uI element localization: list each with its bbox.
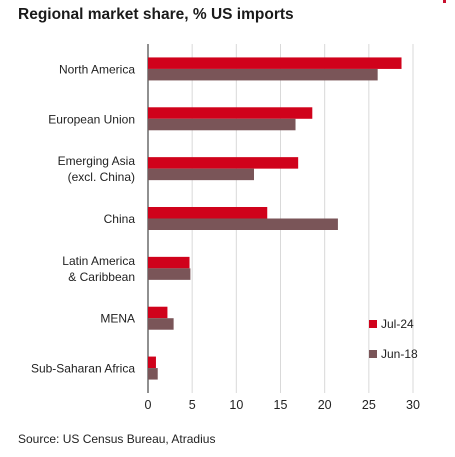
source-note: Source: US Census Bureau, Atradius <box>18 432 216 446</box>
bar-jul-24 <box>148 107 313 119</box>
x-tick-label: 5 <box>189 398 196 412</box>
category-label: MENA <box>100 312 135 326</box>
category-label: Latin America <box>62 254 135 268</box>
x-tick-label: 20 <box>318 398 332 412</box>
x-tick-label: 25 <box>362 398 376 412</box>
bar-jul-24 <box>148 306 168 319</box>
category-label: Emerging Asia <box>58 154 136 168</box>
bar-jul-24 <box>148 256 190 269</box>
bar-jun-18 <box>148 368 158 380</box>
x-tick-label: 15 <box>274 398 288 412</box>
legend-swatch-jun-18 <box>369 350 377 358</box>
bar-jul-24 <box>148 207 268 219</box>
bar-jun-18 <box>148 218 338 230</box>
bar-jun-18 <box>148 118 296 131</box>
accent-mark <box>443 0 446 3</box>
category-label: China <box>104 212 136 226</box>
category-label: Sub-Saharan Africa <box>31 362 135 376</box>
category-label: European Union <box>48 112 135 126</box>
category-label: & Caribbean <box>68 270 135 284</box>
bar-jul-24 <box>148 57 402 69</box>
bar-jun-18 <box>148 268 191 280</box>
x-tick-label: 0 <box>145 398 152 412</box>
bar-jun-18 <box>148 318 174 330</box>
chart-title: Regional market share, % US imports <box>18 6 294 23</box>
x-tick-label: 10 <box>229 398 243 412</box>
legend-label: Jun-18 <box>381 347 418 361</box>
bar-jul-24 <box>148 356 156 369</box>
category-label: (excl. China) <box>68 170 135 184</box>
bar-jun-18 <box>148 168 254 181</box>
category-label: North America <box>59 62 135 76</box>
bar-jun-18 <box>148 68 378 81</box>
legend-swatch-jul-24 <box>369 320 377 328</box>
legend-label: Jul-24 <box>381 317 414 331</box>
x-tick-label: 30 <box>406 398 420 412</box>
bar-jul-24 <box>148 157 299 169</box>
